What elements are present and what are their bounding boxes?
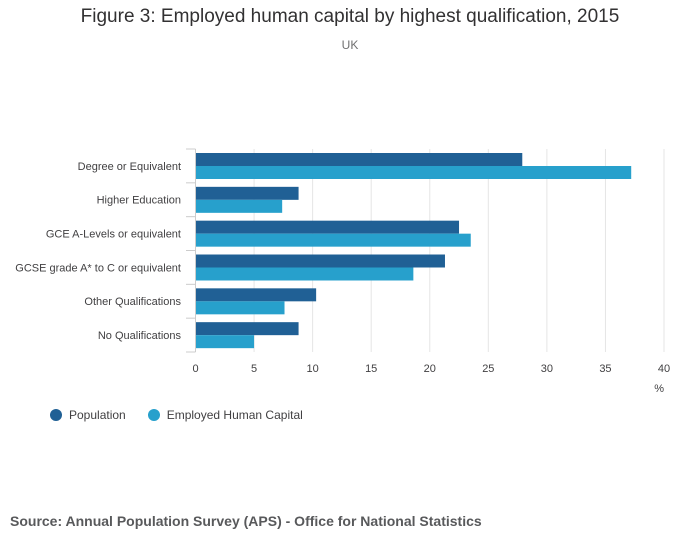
gridlines xyxy=(186,148,665,353)
bar xyxy=(195,186,299,200)
legend-label-employed-human-capital: Employed Human Capital xyxy=(166,408,303,422)
x-tick-label: 35 xyxy=(599,363,611,375)
bars xyxy=(195,153,632,349)
y-category-label: Other Qualifications xyxy=(84,296,181,308)
x-tick-label: 40 xyxy=(658,363,670,375)
bar xyxy=(195,335,255,349)
bar xyxy=(195,254,445,268)
legend: Population Employed Human Capital xyxy=(50,408,325,422)
y-axis-labels: Degree or Equivalent Higher Education GCE … xyxy=(15,161,181,342)
y-category-label: Higher Education xyxy=(97,195,181,207)
x-tick-label: 15 xyxy=(365,363,377,375)
x-axis-ticks: 0 5 10 15 20 25 30 35 40 xyxy=(192,363,670,375)
legend-item-population[interactable]: Population xyxy=(50,408,126,422)
bar xyxy=(195,267,414,281)
y-category-label: GCE A-Levels or equivalent xyxy=(46,228,181,240)
y-category-label: Degree or Equivalent xyxy=(78,161,181,173)
x-axis-title: % xyxy=(654,383,664,395)
bar xyxy=(195,166,632,179)
bar xyxy=(195,199,283,213)
bar xyxy=(195,288,317,302)
x-tick-label: 20 xyxy=(424,363,436,375)
y-category-label: GCSE grade A* to C or equivalent xyxy=(15,262,181,274)
x-tick-label: 5 xyxy=(251,363,257,375)
bar xyxy=(195,220,460,234)
x-tick-label: 0 xyxy=(192,363,198,375)
legend-item-employed-human-capital[interactable]: Employed Human Capital xyxy=(147,408,303,422)
y-category-label: No Qualifications xyxy=(98,330,182,342)
legend-label-population: Population xyxy=(69,408,126,422)
chart-title: Figure 3: Employed human capital by high… xyxy=(80,6,620,27)
bar xyxy=(195,301,285,315)
legend-swatch-employed-human-capital xyxy=(147,409,160,421)
x-tick-label: 25 xyxy=(482,363,494,375)
source-note: Source: Annual Population Survey (APS) -… xyxy=(10,513,482,529)
x-tick-label: 30 xyxy=(541,363,553,375)
x-tick-label: 10 xyxy=(307,363,319,375)
bar xyxy=(195,233,471,247)
bar xyxy=(195,322,299,336)
chart-subtitle: UK xyxy=(341,38,359,52)
bar xyxy=(195,153,523,166)
legend-swatch-population xyxy=(50,409,62,421)
